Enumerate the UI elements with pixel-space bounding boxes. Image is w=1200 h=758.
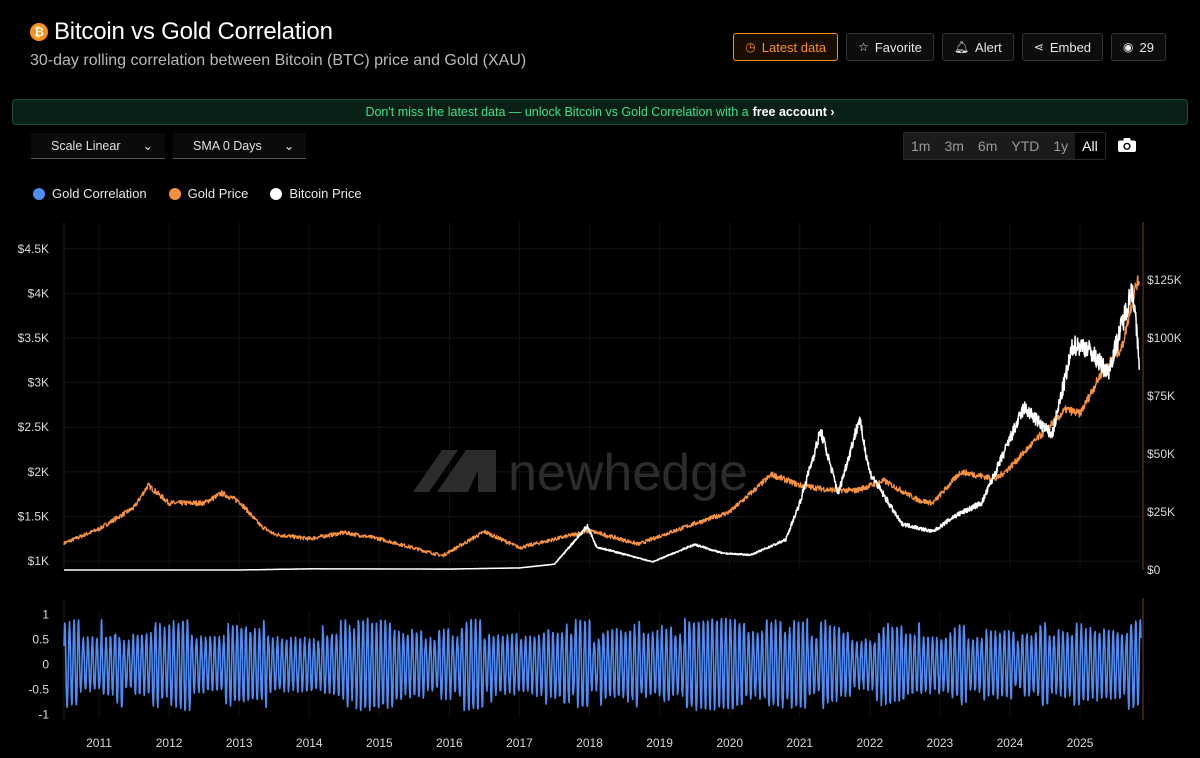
- left-axis-tick-label: $1.5K: [18, 509, 49, 523]
- right-axis-tick-label: $0: [1147, 563, 1161, 577]
- page-title: Bitcoin vs Gold Correlation: [54, 18, 333, 45]
- x-axis-tick-label: 2022: [856, 736, 883, 750]
- right-axis-tick-label: $125K: [1147, 273, 1182, 287]
- favorite-button[interactable]: ☆ Favorite: [846, 33, 934, 61]
- bitcoin-price-line: [63, 283, 1140, 571]
- alert-button[interactable]: 🔔︎ Alert: [941, 33, 1014, 61]
- left-axis-tick-label: $3K: [28, 376, 49, 390]
- views-button[interactable]: ◉ 29: [1111, 33, 1166, 61]
- camera-icon[interactable]: [1117, 137, 1137, 153]
- left-axis-tick-label: $3.5K: [18, 331, 49, 345]
- page-subtitle: 30-day rolling correlation between Bitco…: [30, 52, 527, 69]
- right-axis-tick-label: $75K: [1147, 389, 1175, 403]
- range-all[interactable]: All: [1075, 133, 1105, 159]
- corr-axis-tick-label: -1: [38, 708, 49, 722]
- legend-label-correlation: Gold Correlation: [52, 186, 147, 201]
- chevron-down-icon: ⌄: [283, 139, 295, 153]
- x-axis-tick-label: 2023: [927, 736, 954, 750]
- left-axis-tick-label: $1K: [28, 554, 49, 568]
- header: ₿ Bitcoin vs Gold Correlation 30-day rol…: [30, 18, 526, 70]
- x-axis-tick-label: 2012: [156, 736, 183, 750]
- watermark-logo: [437, 450, 496, 492]
- x-axis-tick-label: 2014: [296, 736, 323, 750]
- bell-icon: 🔔︎: [953, 40, 970, 54]
- correlation-line: [63, 617, 1142, 712]
- share-icon: ⋖: [1033, 40, 1044, 54]
- corr-axis-tick-label: 0.5: [32, 633, 49, 647]
- x-axis-tick-label: 2013: [226, 736, 253, 750]
- chart-axes: $1K $1.5K $2K $2.5K $3K $3.5K $4K $4.5K $0 $25K $5…: [18, 242, 1182, 750]
- chart-series: [63, 275, 1142, 712]
- banner-text: Don't miss the latest data — unlock Bitc…: [365, 105, 749, 119]
- range-1y[interactable]: 1y: [1053, 138, 1069, 154]
- x-axis-tick-label: 2019: [646, 736, 673, 750]
- x-axis-tick-label: 2024: [997, 736, 1024, 750]
- latest-data-button[interactable]: ◷ Latest data: [733, 33, 839, 61]
- legend-label-gold: Gold Price: [187, 186, 249, 201]
- watermark-text: newhedge: [508, 444, 748, 502]
- gold-price-line: [63, 275, 1141, 558]
- corr-axis-tick-label: -0.5: [28, 683, 49, 697]
- chart-controls: Scale Linear ⌄ SMA 0 Days ⌄: [31, 133, 307, 159]
- views-count: 29: [1139, 39, 1154, 55]
- left-axis-tick-label: $2.5K: [18, 420, 49, 434]
- legend-swatch-gold: [168, 187, 181, 200]
- range-1m[interactable]: 1m: [911, 138, 931, 154]
- clock-icon: ◷: [745, 40, 756, 54]
- left-axis-tick-label: $2K: [28, 465, 49, 479]
- corr-axis-tick-label: 0: [42, 658, 49, 672]
- range-3m[interactable]: 3m: [944, 138, 964, 154]
- chart-legend: Gold Correlation Gold Price Bitcoin Pric…: [33, 186, 362, 201]
- signup-banner: Don't miss the latest data — unlock Bitc…: [12, 99, 1188, 125]
- star-icon: ☆: [858, 40, 869, 54]
- right-axis-tick-label: $25K: [1147, 505, 1175, 519]
- legend-swatch-bitcoin: [270, 187, 283, 200]
- time-range-selector: 1m 3m 6m YTD 1y All: [903, 132, 1106, 160]
- right-axis-tick-label: $100K: [1147, 331, 1182, 345]
- watermark: newhedge: [413, 444, 748, 502]
- legend-label-bitcoin: Bitcoin Price: [289, 186, 362, 201]
- sma-select-value: SMA 0 Days: [192, 138, 262, 153]
- x-axis-tick-label: 2011: [86, 736, 112, 750]
- embed-button[interactable]: ⋖ Embed: [1021, 33, 1104, 61]
- legend-swatch-correlation: [33, 187, 45, 200]
- right-axis-tick-label: $50K: [1147, 447, 1175, 461]
- x-axis-tick-label: 2016: [436, 736, 463, 750]
- chevron-down-icon: ⌄: [142, 139, 153, 153]
- watermark-logo: [413, 450, 458, 492]
- latest-data-label: Latest data: [761, 39, 827, 55]
- action-bar: ◷ Latest data ☆ Favorite 🔔︎ Alert ⋖ Embe…: [733, 33, 1166, 61]
- free-account-link[interactable]: free account ›: [752, 105, 835, 119]
- alert-label: Alert: [975, 39, 1002, 55]
- x-axis-tick-label: 2025: [1067, 736, 1094, 750]
- eye-icon: ◉: [1123, 40, 1134, 54]
- x-axis-tick-label: 2017: [506, 736, 533, 750]
- legend-item-correlation[interactable]: Gold Correlation: [33, 186, 147, 201]
- embed-label: Embed: [1049, 39, 1092, 55]
- scale-select-value: Scale Linear: [51, 138, 121, 153]
- range-6m[interactable]: 6m: [977, 138, 998, 154]
- legend-item-bitcoin[interactable]: Bitcoin Price: [270, 186, 362, 201]
- left-axis-tick-label: $4.5K: [18, 242, 49, 256]
- sma-select[interactable]: SMA 0 Days ⌄: [172, 133, 307, 159]
- title-row: ₿ Bitcoin vs Gold Correlation: [30, 18, 526, 46]
- x-axis-tick-label: 2020: [716, 736, 743, 750]
- corr-axis-tick-label: 1: [42, 608, 49, 622]
- bitcoin-logo-icon: ₿: [30, 23, 48, 41]
- legend-item-gold[interactable]: Gold Price: [168, 186, 249, 201]
- x-axis-tick-label: 2018: [576, 736, 603, 750]
- favorite-label: Favorite: [874, 39, 922, 55]
- left-axis-tick-label: $4K: [28, 286, 49, 300]
- scale-select[interactable]: Scale Linear ⌄: [31, 133, 165, 159]
- x-axis-tick-label: 2015: [366, 736, 393, 750]
- x-axis-tick-label: 2021: [786, 736, 813, 750]
- range-ytd[interactable]: YTD: [1011, 138, 1040, 154]
